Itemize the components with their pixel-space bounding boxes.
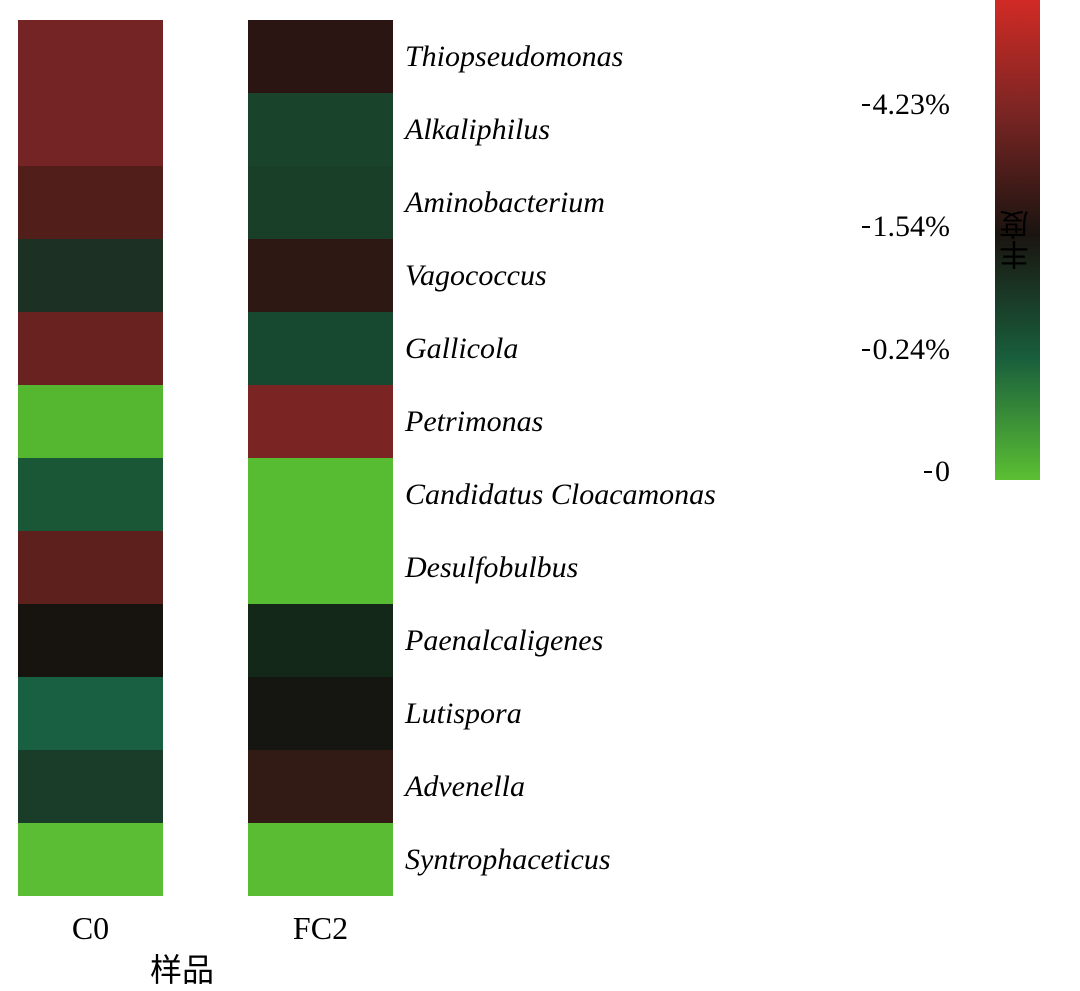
row-label: Desulfobulbus — [405, 531, 716, 604]
heatmap-cell — [248, 750, 393, 823]
heatmap-cell — [18, 604, 163, 677]
colorbar-tick: 4.23% — [862, 88, 951, 122]
colorbar-tick-mark — [924, 471, 932, 473]
heatmap-cell — [248, 312, 393, 385]
heatmap-cell — [248, 239, 393, 312]
colorbar-tick: 0 — [924, 455, 950, 489]
row-label: Candidatus Cloacamonas — [405, 458, 716, 531]
colorbar-tick: 0.24% — [862, 333, 951, 367]
row-label: Thiopseudomonas — [405, 20, 716, 93]
row-label: Alkaliphilus — [405, 93, 716, 166]
colorbar-tick-mark — [862, 104, 870, 106]
heatmap-cell — [18, 385, 163, 458]
x-axis-title: 样品 — [150, 945, 214, 991]
heatmap-cell — [18, 93, 163, 166]
column-label: C0 — [18, 910, 163, 947]
row-label: Syntrophaceticus — [405, 823, 716, 896]
colorbar-tick-label: 4.23% — [873, 88, 951, 122]
heatmap-column — [248, 20, 393, 896]
heatmap-cell — [18, 458, 163, 531]
row-label: Petrimonas — [405, 385, 716, 458]
row-label: Advenella — [405, 750, 716, 823]
heatmap-cell — [248, 604, 393, 677]
heatmap-cell — [248, 93, 393, 166]
column-label: FC2 — [248, 910, 393, 947]
colorbar-tick-label: 0 — [935, 455, 950, 489]
heatmap-cell — [248, 385, 393, 458]
heatmap-cell — [18, 531, 163, 604]
row-label: Lutispora — [405, 677, 716, 750]
colorbar-tick: 1.54% — [862, 210, 951, 244]
heatmap-cell — [248, 20, 393, 93]
colorbar-container: 51.25%4.23%1.54%0.24%0 丰度 — [995, 0, 1040, 480]
colorbar-tick-label: 1.54% — [873, 210, 951, 244]
heatmap-cell — [18, 20, 163, 93]
heatmap-cell — [18, 677, 163, 750]
heatmap-cell — [248, 823, 393, 896]
row-label: Aminobacterium — [405, 166, 716, 239]
heatmap-cell — [18, 823, 163, 896]
row-label: Paenalcaligenes — [405, 604, 716, 677]
heatmap-cell — [248, 166, 393, 239]
heatmap-cell — [18, 166, 163, 239]
heatmap-cell — [18, 750, 163, 823]
heatmap-grid — [18, 20, 393, 896]
row-label: Vagococcus — [405, 239, 716, 312]
colorbar-tick-mark — [862, 226, 870, 228]
row-labels: ThiopseudomonasAlkaliphilusAminobacteriu… — [405, 20, 716, 896]
heatmap-cell — [248, 458, 393, 531]
heatmap-cell — [248, 531, 393, 604]
heatmap-cell — [248, 677, 393, 750]
colorbar-tick-label: 0.24% — [873, 333, 951, 367]
heatmap-chart: ThiopseudomonasAlkaliphilusAminobacteriu… — [0, 0, 1080, 972]
row-label: Gallicola — [405, 312, 716, 385]
heatmap-cell — [18, 312, 163, 385]
heatmap-column — [18, 20, 163, 896]
column-labels: C0 FC2 — [18, 910, 393, 947]
colorbar-title: 丰度 — [996, 210, 1040, 270]
heatmap-cell — [18, 239, 163, 312]
colorbar-tick-mark — [862, 349, 870, 351]
